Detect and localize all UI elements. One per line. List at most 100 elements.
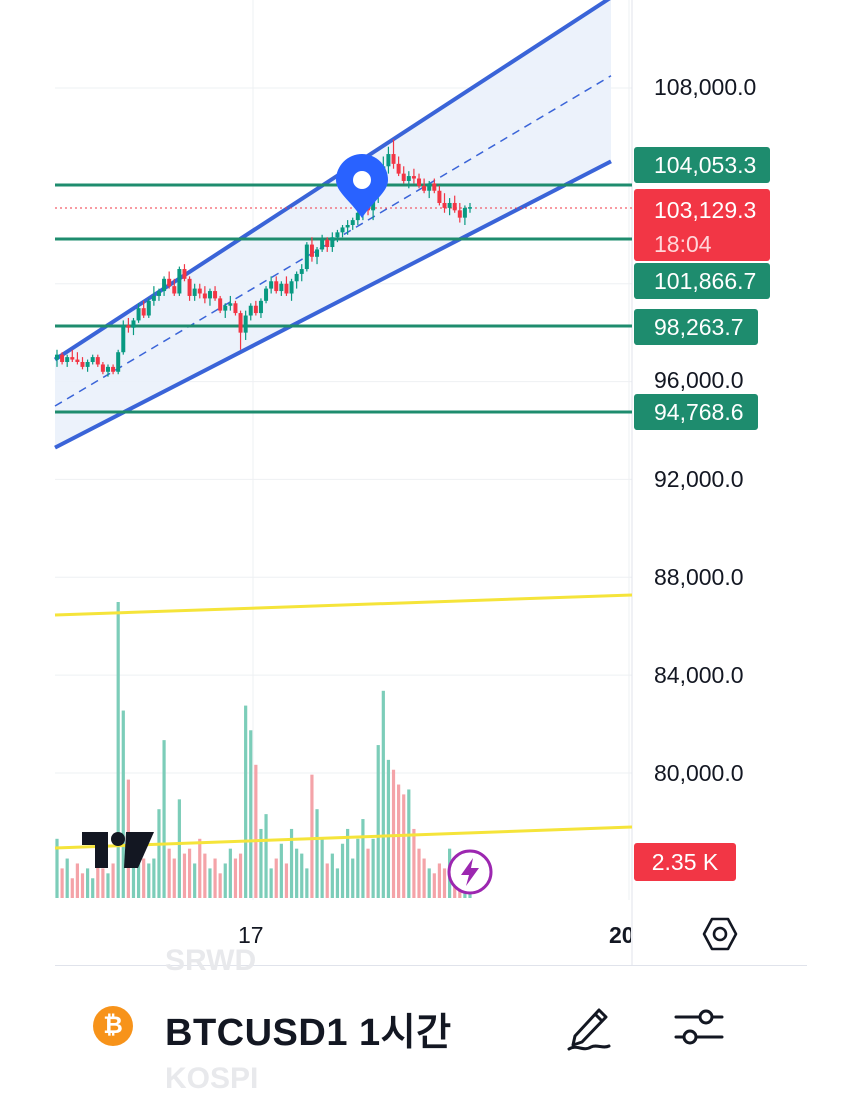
- candle-body: [411, 176, 416, 179]
- volume-bar: [111, 863, 115, 898]
- yellow-trendlines: [54, 593, 633, 850]
- candle-body: [126, 325, 131, 328]
- tradingview-logo[interactable]: [80, 830, 156, 870]
- candle-body: [131, 320, 136, 328]
- candle-body: [187, 278, 192, 296]
- candle-body: [116, 352, 121, 372]
- candle-body: [264, 288, 269, 301]
- candle-body: [396, 163, 401, 174]
- candle-body: [274, 281, 279, 292]
- bitcoin-icon: ₿: [93, 1006, 133, 1046]
- candle-body: [65, 357, 70, 362]
- channel-upper-line: [53, 0, 611, 362]
- y-tick-label: 96,000.0: [654, 367, 744, 393]
- volume-bar: [218, 873, 222, 898]
- candle-body: [269, 281, 274, 289]
- x-tick-text: 20: [609, 922, 631, 948]
- pencil-icon[interactable]: [565, 1000, 613, 1052]
- bar-countdown: 18:04: [654, 231, 712, 257]
- candle-body: [111, 366, 116, 372]
- candle-body: [243, 315, 248, 333]
- yellow-trendline-upper: [54, 593, 633, 617]
- volume-bar: [330, 853, 334, 898]
- candle-body: [294, 273, 299, 282]
- volume-bar: [305, 868, 309, 898]
- candle-body: [177, 269, 182, 294]
- lightning-icon[interactable]: [446, 848, 494, 896]
- volume-bar: [238, 853, 243, 898]
- candle-body: [427, 183, 432, 191]
- candle-body: [457, 210, 462, 218]
- candle-body: [258, 300, 263, 314]
- candle-body: [422, 185, 427, 191]
- level-price-tag: 94,768.6: [634, 394, 758, 430]
- candle-body: [75, 359, 80, 362]
- volume-bar: [351, 858, 355, 898]
- volume-bar: [279, 843, 283, 898]
- faded-symbol-above: SRWD: [165, 944, 257, 977]
- volume-bar: [172, 858, 176, 898]
- candle-body: [223, 305, 228, 311]
- y-tick-label: 108,000.0: [654, 74, 757, 100]
- candle-body: [167, 278, 172, 287]
- sliders-icon[interactable]: [674, 1005, 724, 1049]
- volume-bar: [427, 868, 431, 898]
- volume-bar: [131, 838, 136, 898]
- channel-fill: [55, 0, 611, 448]
- panel-divider: [55, 965, 807, 966]
- volume-bar: [402, 794, 406, 898]
- candle-body: [70, 357, 75, 360]
- candle-body: [284, 283, 289, 294]
- candle-body: [447, 202, 452, 208]
- candle-body: [335, 232, 340, 238]
- volume-bar: [300, 853, 304, 898]
- candle-body: [355, 212, 360, 221]
- candle-body: [279, 283, 284, 292]
- volume-bar: [121, 710, 125, 898]
- candle-body: [452, 202, 457, 211]
- candle-body: [172, 286, 177, 294]
- volume-bar: [198, 838, 202, 898]
- candle-body: [401, 173, 406, 181]
- level-price-tag: 104,053.3: [634, 147, 771, 183]
- candle-body: [325, 239, 330, 248]
- volume-bar: [136, 848, 141, 898]
- y-tick-label: 84,000.0: [654, 662, 744, 688]
- chart-settings-icon[interactable]: [700, 914, 740, 954]
- current-price-tag: 103,129.3 18:04: [634, 189, 771, 261]
- volume-bar: [320, 838, 324, 898]
- channel-lower-line: [54, 159, 612, 450]
- volume-bar: [85, 868, 90, 898]
- volume-bar: [269, 868, 273, 898]
- symbol-bar: ₿ BTCUSD1 1시간: [0, 985, 859, 1065]
- volume-bar: [371, 838, 375, 898]
- candle-body: [121, 325, 126, 353]
- candle-body: [105, 366, 110, 372]
- volume-bar: [412, 828, 416, 898]
- volume-bar: [264, 814, 268, 898]
- candle-body: [248, 305, 253, 316]
- volume-bar: [376, 745, 380, 898]
- candle-body: [228, 303, 233, 306]
- y-tick-label: 88,000.0: [654, 564, 744, 590]
- volume-bar: [162, 740, 166, 898]
- level-price-tag: 98,263.7: [634, 309, 758, 345]
- volume-bar: [259, 828, 263, 898]
- x-tick-label: 20: [609, 922, 631, 949]
- volume-bar: [356, 838, 360, 898]
- candle-body: [238, 313, 243, 333]
- candle-body: [80, 362, 85, 367]
- volume-bar: [249, 730, 253, 898]
- volume-bar: [187, 848, 192, 898]
- price-chart[interactable]: [0, 0, 859, 965]
- candle-body: [406, 176, 411, 181]
- candle-body: [85, 362, 90, 367]
- volume-bar: [254, 764, 258, 898]
- volume-bar: [289, 828, 294, 898]
- volume-bar: [274, 858, 278, 898]
- candle-body: [141, 308, 146, 316]
- volume-bar: [116, 602, 120, 898]
- symbol-interval-label[interactable]: BTCUSD1 1시간: [165, 1012, 452, 1054]
- candle-body: [350, 220, 355, 225]
- candle-body: [60, 354, 65, 362]
